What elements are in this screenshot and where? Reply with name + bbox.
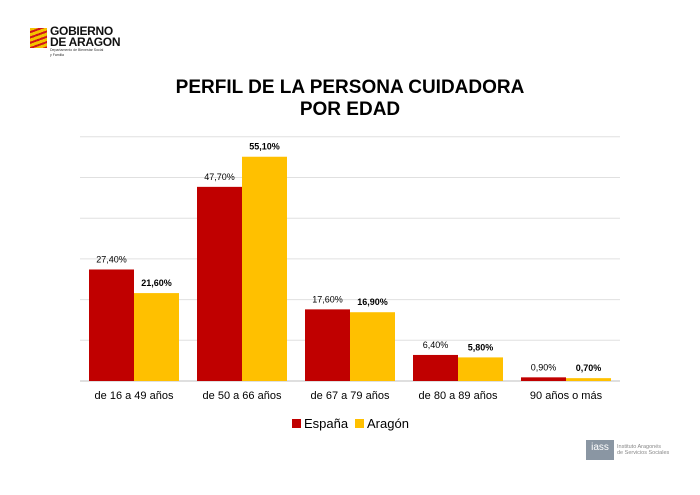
bar-aragon bbox=[242, 156, 287, 381]
logo-sub1: Departamento de Bienestar Social bbox=[50, 48, 104, 52]
bar-aragon bbox=[134, 293, 179, 381]
bar-aragon bbox=[458, 357, 503, 381]
iass-line2: de Servicios Sociales bbox=[617, 450, 670, 456]
bar-espana bbox=[413, 354, 458, 381]
title-line1: PERFIL DE LA PERSONA CUIDADORA bbox=[175, 77, 525, 98]
legend-label: Aragón bbox=[367, 416, 409, 431]
legend-swatch bbox=[292, 419, 301, 428]
x-tick-label: de 80 a 89 años bbox=[419, 390, 498, 402]
x-tick-label: 90 años o más bbox=[530, 390, 603, 402]
bar-espana bbox=[89, 269, 134, 381]
data-label: 0,70% bbox=[576, 363, 602, 373]
iass-logo: iass Instituto Aragonés de Servicios Soci… bbox=[586, 440, 669, 460]
gobierno-aragon-logo: GOBIERNO DE ARAGON Departamento de Biene… bbox=[30, 24, 121, 58]
data-label: 21,60% bbox=[141, 278, 172, 288]
data-label: 17,60% bbox=[312, 294, 343, 304]
x-tick-label: de 16 a 49 años bbox=[95, 390, 174, 402]
iass-line1: Instituto Aragonés bbox=[617, 444, 662, 450]
bar-espana bbox=[521, 377, 566, 381]
title-line2: POR EDAD bbox=[299, 99, 401, 120]
bar-espana bbox=[197, 186, 242, 381]
x-tick-label: de 50 a 66 años bbox=[203, 390, 282, 402]
data-label: 0,90% bbox=[531, 362, 557, 372]
logo-sub2: y Familia bbox=[50, 53, 65, 57]
data-label: 5,80% bbox=[468, 342, 494, 352]
iass-mark: iass bbox=[586, 440, 614, 460]
bar-espana bbox=[305, 309, 350, 381]
legend-label: España bbox=[304, 416, 349, 431]
legend-swatch bbox=[355, 419, 364, 428]
bar-aragon bbox=[350, 312, 395, 381]
data-label: 6,40% bbox=[423, 340, 449, 350]
data-label: 55,10% bbox=[249, 142, 280, 152]
logo-line2: DE ARAGON bbox=[50, 35, 121, 49]
aragon-flag-icon bbox=[30, 28, 47, 48]
chart-title: PERFIL DE LA PERSONA CUIDADORA POR EDAD bbox=[0, 77, 700, 121]
logo-line1: GOBIERNO bbox=[50, 24, 113, 38]
data-label: 47,70% bbox=[204, 172, 235, 182]
bar-aragon bbox=[566, 378, 611, 381]
x-tick-label: de 67 a 79 años bbox=[311, 390, 390, 402]
data-label: 27,40% bbox=[96, 254, 127, 264]
data-label: 16,90% bbox=[357, 297, 388, 307]
